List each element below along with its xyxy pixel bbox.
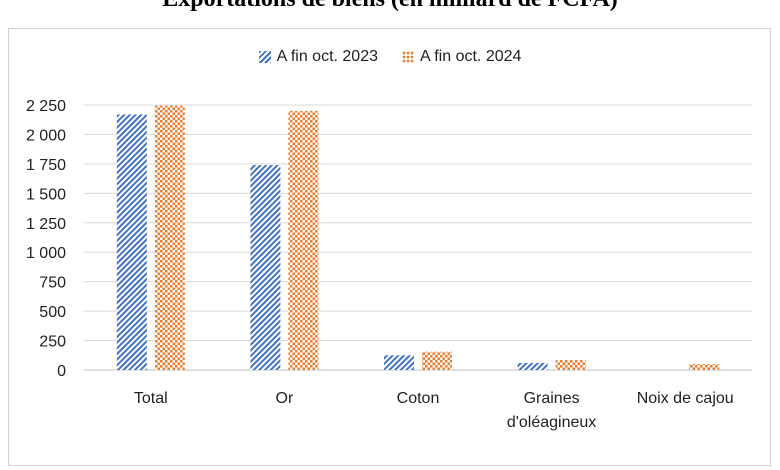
y-tick-label: 0 [57, 363, 66, 380]
bar-2024 [422, 351, 452, 370]
y-tick-label: 250 [39, 334, 66, 351]
bar-2023 [116, 114, 147, 370]
y-tick-label: 1 750 [26, 157, 66, 174]
x-tick-label: Graines [524, 390, 580, 407]
bar-2024 [689, 364, 720, 370]
legend-item-2024: A fin oct. 2024 [402, 48, 521, 66]
legend-item-2023: A fin oct. 2023 [258, 48, 378, 66]
legend-swatch-2024 [402, 51, 414, 63]
y-tick-label: 750 [39, 275, 66, 292]
legend-label-2024: A fin oct. 2024 [420, 48, 522, 65]
gridlines [84, 104, 752, 371]
bar-2024 [555, 359, 586, 370]
x-tick-label: Noix de cajou [637, 390, 734, 407]
y-tick-label: 2 000 [26, 127, 66, 144]
y-tick-label: 1 000 [26, 245, 66, 262]
y-tick-label: 500 [39, 304, 66, 321]
legend-swatch-2023 [258, 51, 271, 63]
legend-label-2023: A fin oct. 2023 [276, 48, 378, 65]
y-axis-ticks: 0 250 500 750 1 000 1 250 1 500 1 750 2 000 2 250 [26, 98, 66, 380]
bar-2023 [384, 355, 414, 370]
bars [116, 105, 720, 370]
chart-title: Exportations de biens (en milliard de FC… [0, 0, 780, 13]
y-tick-label: 2 250 [26, 98, 66, 115]
y-tick-label: 1 250 [26, 216, 66, 233]
x-tick-label: d'oléagineux [507, 414, 596, 431]
y-tick-label: 1 500 [26, 186, 66, 203]
x-tick-label: Coton [397, 390, 440, 407]
bar-2023 [250, 165, 281, 370]
x-axis-labels: Total Or Coton Graines d'oléagineux Noix de c… [134, 390, 734, 431]
x-tick-label: Total [134, 390, 168, 407]
bar-2024 [288, 110, 319, 370]
x-tick-label: Or [276, 390, 294, 407]
bar-2023 [517, 362, 548, 370]
legend: A fin oct. 2023 A fin oct. 2024 [0, 48, 780, 66]
bar-2024 [154, 105, 185, 370]
